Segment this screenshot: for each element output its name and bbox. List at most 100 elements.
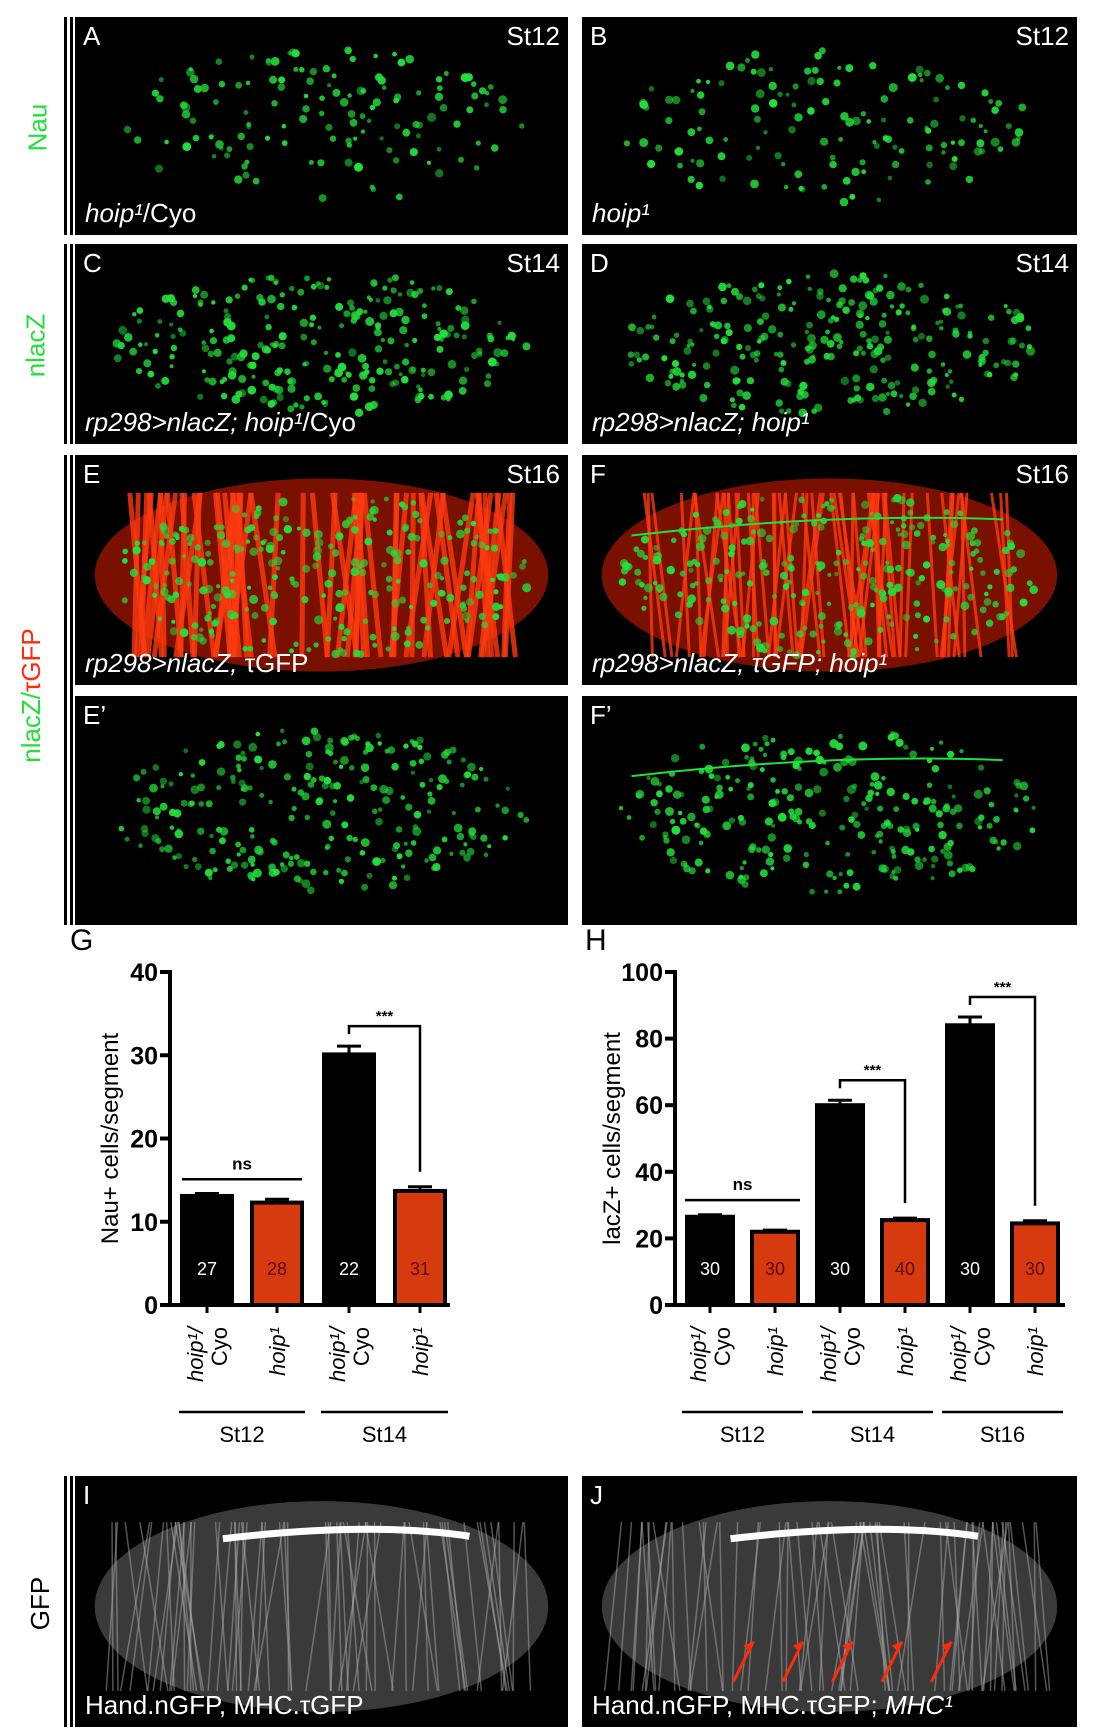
genotype-italic: rp298>nlacZ, (85, 648, 238, 678)
genotype-label: rp298>nlacZ; hoip¹ (592, 407, 810, 438)
bar (250, 1200, 304, 1308)
significance-bracket (347, 1024, 422, 1172)
micrograph-panel-C: C St14 rp298>nlacZ; hoip¹/Cyo (75, 244, 568, 444)
genotype-label: rp298>nlacZ; hoip¹/Cyo (85, 407, 356, 438)
y-tick-label: 20 (130, 1126, 158, 1154)
x-tick-label: hoip¹/Cyo (183, 1325, 232, 1382)
stage-label: St12 (1015, 21, 1070, 51)
genotype-plain: τGFP (237, 648, 309, 678)
genotype-italic: rp298>nlacZ, τGFP; hoip¹ (592, 648, 888, 678)
genotype-italic: hoip¹ (85, 198, 143, 228)
y-tick-label: 100 (621, 959, 663, 987)
panel-label: E (83, 459, 101, 489)
bar-n-label: 30 (830, 1259, 850, 1279)
group-label: St16 (980, 1422, 1025, 1447)
bar (180, 1193, 234, 1308)
significance-label: *** (376, 1008, 394, 1025)
y-tick-label: 40 (635, 1159, 663, 1187)
bar-n-label: 27 (197, 1259, 217, 1279)
bar-n-label: 30 (700, 1259, 720, 1279)
group-label: St12 (720, 1422, 765, 1447)
embryo-image (112, 274, 531, 417)
chart-panel-label: H (585, 924, 607, 957)
stage-label: St12 (506, 21, 561, 51)
panel-label: C (83, 248, 102, 278)
x-tick-label: hoip¹ (763, 1327, 788, 1376)
panel-label: D (590, 248, 609, 278)
micrograph-panel-D: D St14 rp298>nlacZ; hoip¹ (582, 244, 1077, 444)
genotype-italic: MHC¹ (884, 1690, 953, 1720)
micrograph-panel-E’: E’ (75, 696, 568, 925)
significance-label: ns (733, 1175, 753, 1194)
panel-label: F’ (590, 700, 612, 730)
stage-label: St16 (1015, 459, 1070, 489)
embryo-image (623, 47, 1027, 207)
embryo-image (118, 727, 530, 895)
embryo-image (601, 478, 1058, 672)
genotype-plain: /Cyo (302, 407, 356, 437)
row-divider (64, 17, 67, 235)
bar (880, 1218, 930, 1307)
row-divider (64, 1476, 67, 1727)
y-tick-label: 0 (649, 1292, 663, 1320)
genotype-italic: rp298>nlacZ; hoip¹ (85, 407, 303, 437)
panel-label: A (83, 21, 101, 51)
micrograph-panel-J: J Hand.nGFP, MHC.τGFP; MHC¹ (582, 1476, 1077, 1727)
chart-panel-label: G (70, 924, 93, 957)
x-tick-label: hoip¹/Cyo (816, 1325, 865, 1382)
stage-label: St16 (506, 459, 561, 489)
x-tick-label: hoip¹/Cyo (325, 1325, 374, 1382)
bar-n-label: 30 (960, 1259, 980, 1279)
significance-label: ns (232, 1154, 252, 1173)
x-tick-label: hoip¹ (893, 1327, 918, 1376)
y-tick-label: 30 (130, 1042, 158, 1070)
y-axis-label: Nau+ cells/segment (97, 1032, 124, 1244)
micrograph-panel-F: F St16 rp298>nlacZ, τGFP; hoip¹ (582, 455, 1077, 685)
group-label: St12 (219, 1422, 264, 1447)
row-divider (64, 455, 67, 925)
x-tick-label: hoip¹ (265, 1327, 290, 1376)
bar-n-label: 40 (895, 1259, 915, 1279)
panel-label: J (590, 1480, 603, 1510)
genotype-plain: Hand.nGFP, MHC.τGFP; (592, 1690, 885, 1720)
y-tick-label: 80 (635, 1026, 663, 1054)
bar (393, 1188, 447, 1308)
y-axis-label: lacZ+ cells/segment (599, 1032, 626, 1245)
y-tick-label: 0 (144, 1292, 158, 1320)
genotype-label: Hand.nGFP, MHC.τGFP (85, 1690, 364, 1721)
significance-label: *** (994, 979, 1012, 996)
row-divider (70, 455, 73, 925)
micrograph-panel-E: E St16 rp298>nlacZ, τGFP (75, 455, 568, 685)
genotype-italic: rp298>nlacZ; hoip¹ (592, 407, 810, 437)
embryo-image (627, 269, 1035, 418)
micrograph-panel-A: A St12 hoip¹/Cyo (75, 17, 568, 235)
embryo-image (618, 731, 1036, 895)
row-divider (64, 244, 67, 444)
bar (945, 1023, 995, 1308)
y-tick-label: 60 (635, 1092, 663, 1120)
embryo-image (123, 46, 525, 203)
stage-label: St14 (506, 248, 561, 278)
significance-bracket (838, 1078, 907, 1204)
group-label: St14 (850, 1422, 895, 1447)
embryo-image (94, 1501, 549, 1712)
significance-label: *** (864, 1062, 882, 1079)
micrograph-panel-I: I Hand.nGFP, MHC.τGFP (75, 1476, 568, 1727)
bar-n-label: 22 (339, 1259, 359, 1279)
genotype-plain: /Cyo (142, 198, 197, 228)
embryo-image (601, 1501, 1058, 1712)
y-tick-label: 20 (635, 1225, 663, 1253)
micrograph-panel-F’: F’ (582, 696, 1077, 925)
genotype-label: hoip¹/Cyo (85, 198, 196, 229)
y-tick-label: 40 (130, 959, 158, 987)
bar-n-label: 30 (1025, 1259, 1045, 1279)
row-divider (70, 17, 73, 235)
row-divider (70, 1476, 73, 1727)
micrograph-panel-B: B St12 hoip¹ (582, 17, 1077, 235)
genotype-label: Hand.nGFP, MHC.τGFP; MHC¹ (592, 1690, 953, 1721)
bar (815, 1103, 865, 1307)
row-divider (70, 244, 73, 444)
significance-bracket (968, 995, 1037, 1206)
